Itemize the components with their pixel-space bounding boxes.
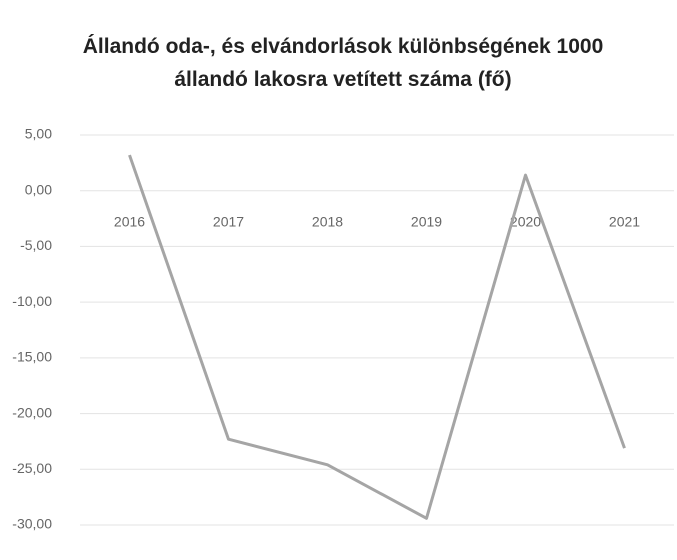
chart-title: Állandó oda-, és elvándorlások különbség… bbox=[82, 35, 604, 91]
y-tick-label: -15,00 bbox=[12, 349, 52, 365]
x-tick-label: 2021 bbox=[609, 213, 640, 229]
x-tick-label: 2019 bbox=[411, 213, 442, 229]
y-tick-label: -25,00 bbox=[12, 460, 52, 476]
y-tick-label: -30,00 bbox=[12, 516, 52, 532]
y-tick-label: -5,00 bbox=[20, 237, 52, 253]
x-tick-label: 2020 bbox=[510, 213, 541, 229]
y-tick-label: -20,00 bbox=[12, 404, 52, 420]
x-tick-label: 2016 bbox=[114, 213, 145, 229]
y-tick-label: 5,00 bbox=[25, 126, 52, 142]
line-series bbox=[128, 154, 626, 520]
y-tick-label: -10,00 bbox=[12, 293, 52, 309]
x-tick-label: 2017 bbox=[213, 213, 244, 229]
x-tick-label: 2018 bbox=[312, 213, 343, 229]
y-tick-label: 0,00 bbox=[25, 181, 52, 197]
